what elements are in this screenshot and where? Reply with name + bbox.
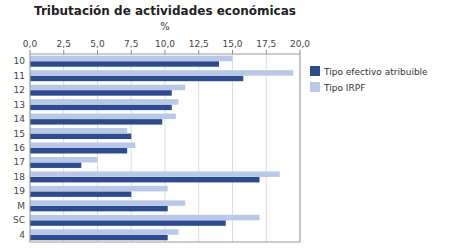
grid-line bbox=[198, 54, 199, 242]
grid-line bbox=[266, 54, 267, 242]
x-tick-label: 0,0 bbox=[23, 39, 38, 49]
x-tick bbox=[266, 50, 267, 54]
bar bbox=[30, 90, 172, 95]
x-tick bbox=[165, 50, 166, 54]
bar bbox=[30, 186, 168, 191]
plot-frame bbox=[30, 54, 300, 242]
bar bbox=[30, 76, 243, 81]
y-tick-label: 19 bbox=[14, 186, 26, 196]
bar bbox=[30, 229, 179, 234]
bar bbox=[30, 191, 131, 196]
bar bbox=[30, 157, 98, 162]
bar bbox=[30, 148, 127, 153]
bar bbox=[30, 85, 185, 90]
bar bbox=[30, 171, 280, 176]
legend-swatch bbox=[310, 66, 320, 76]
y-tick-label: 4 bbox=[19, 230, 25, 240]
x-tick-label: 12,5 bbox=[189, 39, 209, 49]
y-tick-label: 15 bbox=[14, 129, 25, 139]
grid-line bbox=[232, 54, 233, 242]
y-tick-label: M bbox=[17, 201, 25, 211]
bar bbox=[30, 206, 168, 211]
x-tick-label: 15,0 bbox=[222, 39, 242, 49]
x-tick bbox=[30, 50, 31, 54]
bar bbox=[30, 235, 168, 240]
x-tick bbox=[300, 50, 301, 54]
y-tick-label: 17 bbox=[14, 157, 25, 167]
bar bbox=[30, 114, 176, 119]
legend-label: Tipo efectivo atribuible bbox=[323, 67, 428, 77]
x-tick bbox=[63, 50, 64, 54]
x-tick-label: 7,5 bbox=[124, 39, 138, 49]
bar bbox=[30, 105, 172, 110]
bar bbox=[30, 128, 127, 133]
y-tick-label: 12 bbox=[14, 85, 25, 95]
bar bbox=[30, 99, 179, 104]
y-tick-label: 10 bbox=[14, 56, 26, 66]
y-tick-label: 13 bbox=[14, 100, 25, 110]
y-tick-label: 14 bbox=[14, 114, 26, 124]
y-tick-label: 16 bbox=[14, 143, 26, 153]
chart-title: Tributación de actividades económicas bbox=[34, 4, 296, 18]
chart-svg: Tributación de actividades económicas% 0,… bbox=[0, 0, 450, 250]
bar bbox=[30, 70, 293, 75]
x-tick-label: 5,0 bbox=[90, 39, 105, 49]
x-tick bbox=[97, 50, 98, 54]
bar bbox=[30, 200, 185, 205]
y-tick-label: 11 bbox=[14, 71, 25, 81]
legend-swatch bbox=[310, 82, 320, 92]
x-tick bbox=[232, 50, 233, 54]
bar bbox=[30, 162, 81, 167]
bar bbox=[30, 220, 226, 225]
bar bbox=[30, 143, 135, 148]
bars bbox=[30, 56, 293, 241]
legend-label: Tipo IRPF bbox=[323, 83, 365, 93]
x-tick-label: 20,0 bbox=[290, 39, 310, 49]
x-tick-label: 10,0 bbox=[155, 39, 175, 49]
grid bbox=[30, 54, 300, 242]
legend: Tipo efectivo atribuible Tipo IRPF bbox=[310, 66, 428, 93]
x-tick-label: 17,5 bbox=[256, 39, 276, 49]
grid-line bbox=[165, 54, 166, 242]
bar bbox=[30, 119, 162, 124]
chart-container: Tributación de actividades económicas% 0,… bbox=[0, 0, 450, 250]
x-tick-label: 2,5 bbox=[57, 39, 71, 49]
y-tick-label: 18 bbox=[14, 172, 26, 182]
bar bbox=[30, 134, 131, 139]
x-tick bbox=[198, 50, 199, 54]
y-tick-label: SC bbox=[13, 215, 25, 225]
x-tick bbox=[131, 50, 132, 54]
bar bbox=[30, 215, 260, 220]
bar bbox=[30, 61, 219, 66]
bar bbox=[30, 177, 260, 182]
x-axis-label: % bbox=[160, 21, 170, 32]
bar bbox=[30, 56, 233, 61]
